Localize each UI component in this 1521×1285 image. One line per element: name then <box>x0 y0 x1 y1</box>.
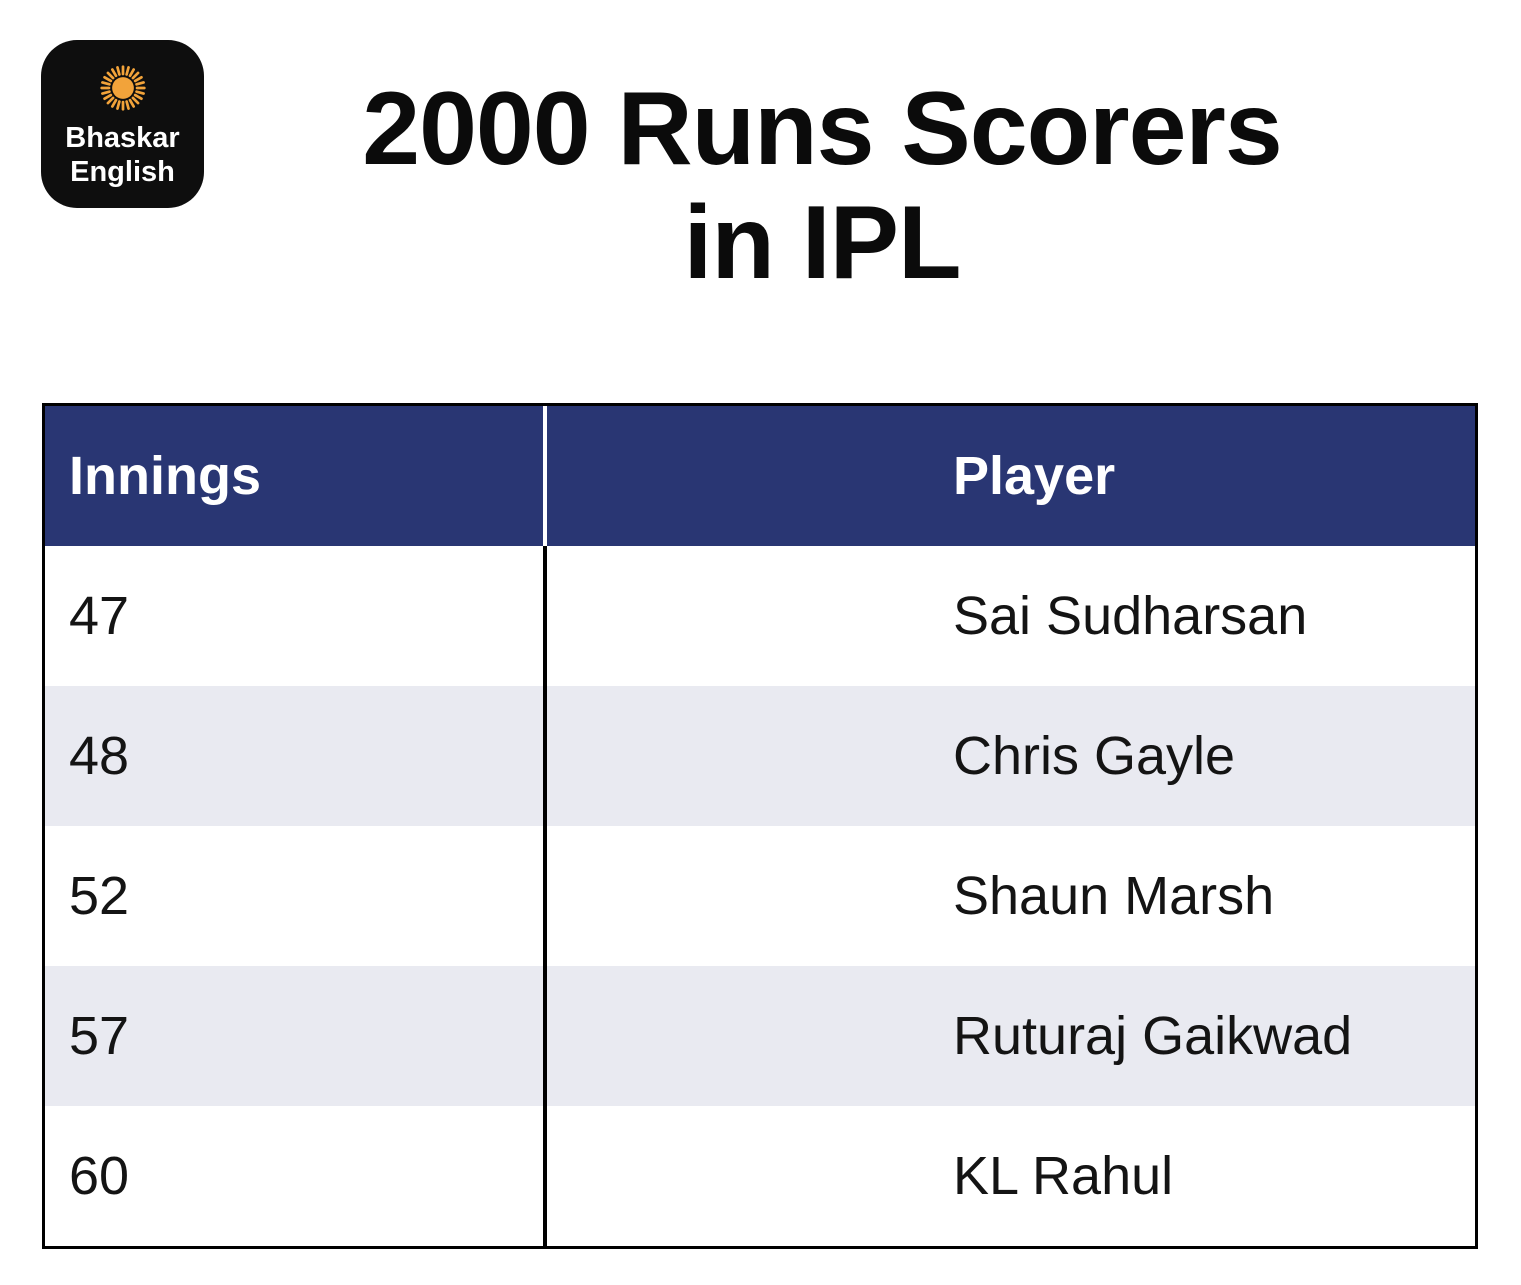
sun-icon <box>99 65 146 111</box>
cell-player: Ruturaj Gaikwad <box>953 1006 1353 1066</box>
logo-text-line1: Bhaskar <box>65 122 180 155</box>
table-header-row: Innings Player <box>45 406 1475 546</box>
page-title: 2000 Runs Scorers in IPL <box>123 72 1521 301</box>
logo-text-line2: English <box>70 155 175 188</box>
table-row: 47 Sai Sudharsan <box>45 546 1475 686</box>
header-cell-player: Player <box>953 446 1116 506</box>
cell-player: Sai Sudharsan <box>953 586 1308 646</box>
cell-innings: 47 <box>45 546 547 686</box>
table-row: 57 Ruturaj Gaikwad <box>45 966 1475 1106</box>
table-row: 60 KL Rahul <box>45 1106 1475 1246</box>
cell-player: Shaun Marsh <box>953 866 1275 926</box>
table-row: 52 Shaun Marsh <box>45 826 1475 966</box>
page-title-line2: in IPL <box>683 185 961 302</box>
table-row: 48 Chris Gayle <box>45 686 1475 826</box>
header-cell-innings: Innings <box>45 406 547 546</box>
cell-innings: 57 <box>45 966 547 1106</box>
cell-innings: 48 <box>45 686 547 826</box>
cell-player: KL Rahul <box>953 1146 1174 1206</box>
logo-card: Bhaskar English <box>41 40 204 208</box>
cell-innings: 60 <box>45 1106 547 1246</box>
cell-player: Chris Gayle <box>953 726 1236 786</box>
runs-table: Innings Player 47 Sai Sudharsan 48 Chris… <box>42 403 1478 1249</box>
cell-innings: 52 <box>45 826 547 966</box>
page-title-line1: 2000 Runs Scorers <box>362 71 1283 187</box>
